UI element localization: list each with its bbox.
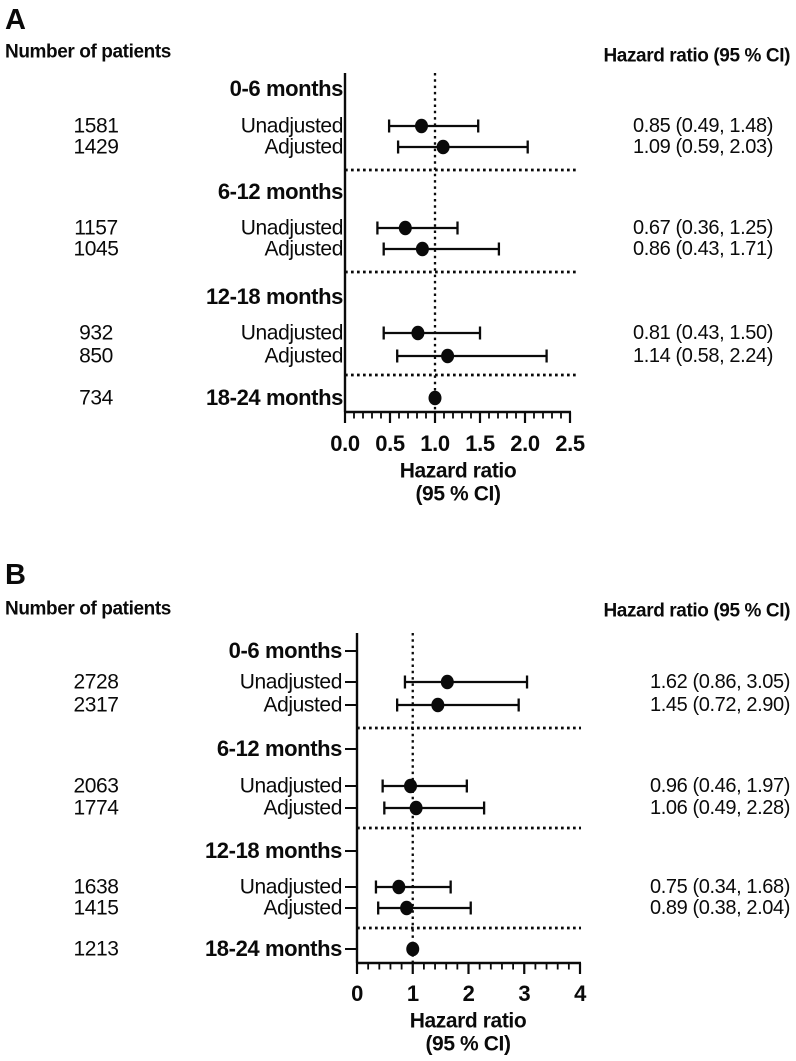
x-axis-tick-label: 0 (351, 981, 363, 1006)
reference-point-marker (406, 941, 420, 957)
hr-point-marker (440, 674, 454, 690)
left-column-header: Number of patients (5, 598, 171, 620)
x-axis-tick-label: 2 (462, 981, 475, 1006)
group-label: 18-24 months (205, 385, 343, 410)
group-label: 6-12 months (216, 736, 343, 761)
hr-ci-value: 1.06 (0.49, 2.28) (650, 797, 790, 819)
group-label: 6-12 months (217, 179, 344, 204)
row-label: Unadjusted (240, 114, 344, 138)
x-axis-title-line2: (95 % CI) (415, 482, 501, 506)
hr-point-marker (404, 778, 418, 794)
patient-count: 2063 (73, 774, 119, 798)
group-label: 0-6 months (229, 76, 344, 101)
right-column-header: Hazard ratio (95 % CI) (603, 600, 790, 622)
row-label: Adjusted (264, 344, 343, 368)
hr-point-marker (409, 800, 423, 816)
x-axis-tick-label: 3 (518, 981, 531, 1006)
row-label: Unadjusted (239, 670, 343, 694)
x-axis-tick-label: 1.0 (420, 431, 450, 456)
x-axis-tick-label: 0.0 (330, 431, 360, 456)
row-label: Unadjusted (240, 321, 344, 345)
patient-count: 2728 (73, 670, 119, 694)
hr-point-marker (415, 241, 429, 257)
patient-count: 932 (79, 321, 113, 345)
x-axis-tick-label: 2.5 (555, 431, 585, 456)
row-label: Adjusted (263, 896, 342, 920)
patient-count: 1429 (73, 135, 119, 159)
hr-point-marker (431, 697, 445, 713)
row-label: Adjusted (264, 237, 343, 261)
reference-point-marker (428, 390, 442, 406)
hr-point-marker (398, 220, 412, 236)
patient-count: 1045 (73, 237, 119, 261)
x-axis-tick-label: 1.5 (465, 431, 495, 456)
patient-count: 1774 (73, 796, 119, 820)
right-column-header: Hazard ratio (95 % CI) (603, 45, 790, 67)
row-label: Adjusted (263, 693, 342, 717)
patient-count: 850 (79, 344, 113, 368)
patient-count: 1213 (73, 937, 119, 961)
hr-ci-value: 1.09 (0.59, 2.03) (633, 136, 773, 158)
hr-ci-value: 1.62 (0.86, 3.05) (650, 671, 790, 693)
hr-ci-value: 0.89 (0.38, 2.04) (650, 897, 790, 919)
x-axis-title-line1: Hazard ratio (399, 459, 517, 483)
left-column-header: Number of patients (5, 41, 171, 63)
patient-count: 1581 (73, 114, 119, 138)
patient-count: 2317 (73, 693, 119, 717)
row-label: Adjusted (264, 135, 343, 159)
x-axis-tick-label: 2.0 (510, 431, 540, 456)
hr-ci-value: 0.86 (0.43, 1.71) (633, 238, 773, 260)
group-label: 12-18 months (205, 284, 343, 309)
patient-count: 734 (79, 386, 113, 410)
hr-ci-value: 0.81 (0.43, 1.50) (633, 322, 773, 344)
hr-point-marker (411, 325, 425, 341)
group-label: 12-18 months (204, 838, 342, 863)
x-axis-tick-label: 1 (406, 981, 419, 1006)
group-label: 18-24 months (204, 936, 342, 961)
row-label: Unadjusted (239, 875, 343, 899)
x-axis-tick-label: 4 (574, 981, 586, 1006)
x-axis-title-line1: Hazard ratio (409, 1009, 527, 1033)
panel-label: A (5, 4, 26, 36)
patient-count: 1157 (74, 216, 118, 240)
hr-ci-value: 0.85 (0.49, 1.48) (633, 115, 773, 137)
hr-point-marker (441, 348, 455, 364)
patient-count: 1415 (73, 896, 119, 920)
hr-point-marker (415, 118, 428, 134)
hr-ci-value: 0.67 (0.36, 1.25) (633, 217, 773, 239)
hr-point-marker (400, 900, 414, 916)
x-axis-title-line2: (95 % CI) (425, 1032, 511, 1056)
hr-ci-value: 0.75 (0.34, 1.68) (650, 876, 790, 898)
patient-count: 1638 (73, 875, 119, 899)
hr-ci-value: 1.45 (0.72, 2.90) (650, 694, 790, 716)
hr-point-marker (436, 139, 450, 155)
group-label: 0-6 months (228, 638, 343, 663)
row-label: Unadjusted (240, 216, 344, 240)
hr-ci-value: 1.14 (0.58, 2.24) (633, 345, 773, 367)
row-label: Unadjusted (239, 774, 343, 798)
row-label: Adjusted (263, 796, 342, 820)
hr-point-marker (392, 879, 406, 895)
hr-ci-value: 0.96 (0.46, 1.97) (650, 775, 790, 797)
x-axis-tick-label: 0.5 (375, 431, 405, 456)
panel-label: B (5, 559, 26, 591)
